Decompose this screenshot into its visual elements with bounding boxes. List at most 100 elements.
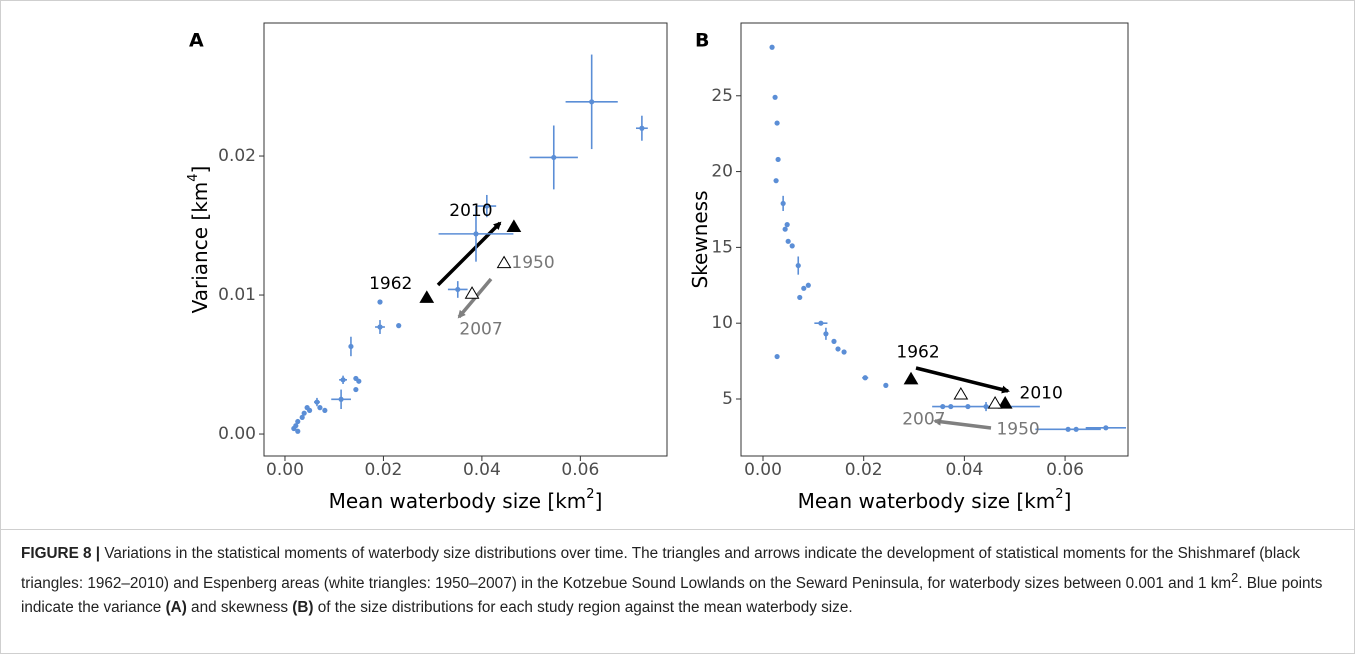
point <box>473 231 479 237</box>
arrow <box>436 221 502 287</box>
y-tick-label: 25 <box>711 86 733 106</box>
point <box>795 262 801 269</box>
triangle <box>506 219 522 232</box>
point <box>301 410 307 416</box>
year-label: 2010 <box>1020 384 1063 404</box>
point <box>1103 425 1109 431</box>
point <box>293 423 299 429</box>
point <box>801 285 807 291</box>
triangle <box>464 286 480 299</box>
point <box>317 405 323 411</box>
panel-label: B <box>695 30 709 52</box>
point <box>340 377 346 383</box>
point <box>1073 426 1079 432</box>
caption-text: Variations in the statistical moments of… <box>21 545 1301 593</box>
x-axis-title-part: ] <box>595 489 603 513</box>
point <box>773 178 779 184</box>
point <box>306 407 313 414</box>
year-label: 2007 <box>459 320 502 340</box>
x-tick-label: 0.06 <box>561 460 599 480</box>
x-axis-title: Mean waterbody size [km2] <box>798 487 1072 513</box>
caption-ref: (B) <box>292 599 314 617</box>
x-tick-label: 0.02 <box>365 460 403 480</box>
point <box>772 94 778 100</box>
panel-label: A <box>189 30 204 52</box>
point <box>639 125 645 131</box>
point <box>295 428 301 434</box>
point <box>775 156 781 163</box>
point <box>789 243 795 249</box>
caption: FIGURE 8 | Variations in the statistical… <box>21 542 1336 620</box>
x-tick-label: 0.04 <box>463 460 501 480</box>
caption-text: . Blue points indicate the variance <box>21 575 1323 617</box>
y-axis-title-part: ] <box>188 166 212 174</box>
point <box>377 299 383 305</box>
y-tick-label: 15 <box>711 237 733 257</box>
y-tick-label: 20 <box>711 162 733 182</box>
caption-text: and skewness <box>186 599 293 617</box>
year-label: 1950 <box>511 253 554 273</box>
caption-text: of the size distributions for each study… <box>313 599 853 617</box>
x-tick-label: 0.00 <box>266 460 304 480</box>
point <box>784 222 790 228</box>
x-axis-title-part: 2 <box>586 487 594 502</box>
y-axis-title-part: 4 <box>186 173 201 181</box>
point <box>774 120 780 126</box>
point <box>484 203 490 209</box>
arrow <box>933 417 992 430</box>
point <box>805 282 811 288</box>
point <box>589 99 595 105</box>
point <box>322 407 328 414</box>
caption-figure: FIGURE 8 | <box>21 545 101 562</box>
point <box>835 346 841 352</box>
point <box>455 286 461 293</box>
arrow <box>915 366 1010 394</box>
x-axis-title: Mean waterbody size [km2] <box>329 487 603 513</box>
y-axis-title: Skewness <box>688 190 712 288</box>
point <box>965 403 971 410</box>
point <box>551 154 557 161</box>
year-label: 1950 <box>996 420 1039 440</box>
chart: A 0.00 0.02 0.04 0.06 0.00 0.01 0.02 Mean waterb… <box>186 22 1129 513</box>
plot-frame <box>263 22 668 457</box>
y-axis-title-part: Skewness <box>688 190 712 288</box>
separator <box>1 529 1355 530</box>
caption-sup: 2 <box>1231 570 1239 585</box>
y-tick-label: 0.01 <box>218 285 256 305</box>
triangle <box>903 371 919 385</box>
point <box>831 338 837 344</box>
triangle <box>987 396 1003 409</box>
caption-ref: (A) <box>165 599 187 617</box>
triangle <box>419 290 435 303</box>
year-label: 1962 <box>896 342 939 362</box>
point <box>774 353 780 360</box>
x-tick-label: 0.02 <box>845 460 883 480</box>
x-axis-title-part: ] <box>1064 489 1072 513</box>
year-label: 1962 <box>369 274 412 294</box>
point <box>862 375 868 381</box>
point <box>356 378 362 384</box>
x-axis-title-part: Mean waterbody size [km <box>329 489 587 513</box>
point <box>338 396 344 402</box>
y-tick-label: 0.00 <box>218 424 256 444</box>
point <box>348 343 354 350</box>
plot-frame <box>740 22 1129 457</box>
point <box>785 238 791 244</box>
point <box>841 349 847 355</box>
point <box>314 399 320 405</box>
point <box>823 331 829 337</box>
point <box>797 294 803 301</box>
x-axis-title-part: Mean waterbody size [km <box>798 489 1056 513</box>
point <box>353 386 359 393</box>
point <box>818 320 824 326</box>
triangle <box>496 255 512 269</box>
x-tick-label: 0.04 <box>945 460 983 480</box>
point <box>377 324 383 330</box>
point <box>299 414 305 420</box>
point <box>769 44 775 50</box>
point <box>1065 426 1071 432</box>
triangle <box>997 396 1013 409</box>
year-label: 2007 <box>902 409 945 429</box>
point <box>883 382 889 388</box>
x-axis-title-part: 2 <box>1055 487 1063 502</box>
